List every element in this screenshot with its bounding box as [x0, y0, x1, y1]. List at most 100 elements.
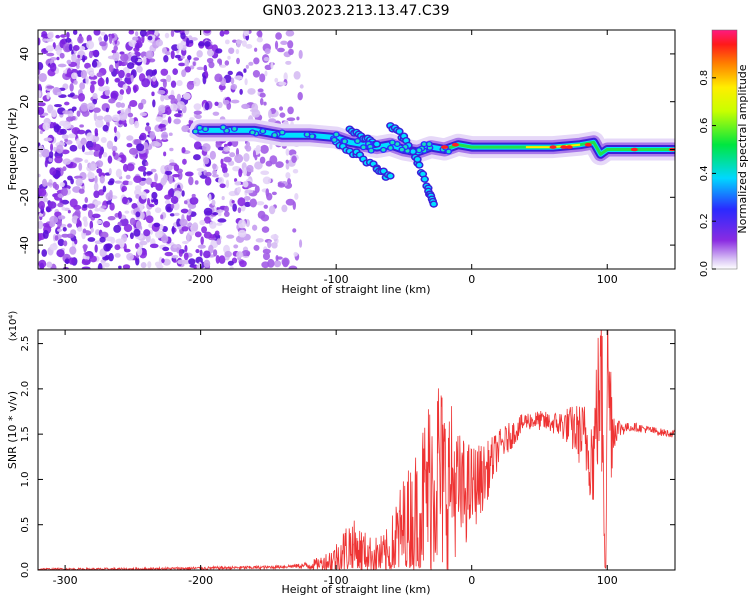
noise-blob	[99, 236, 106, 243]
noise-blob	[285, 172, 291, 179]
noise-blob	[89, 220, 94, 230]
noise-blob	[86, 67, 95, 75]
noise-blob	[145, 215, 154, 224]
noise-blob	[86, 132, 94, 142]
noise-blob	[74, 209, 81, 218]
noise-blob	[259, 97, 264, 106]
noise-blob	[105, 107, 109, 113]
noise-blob	[243, 196, 251, 201]
noise-blob	[163, 151, 167, 157]
noise-blob	[99, 175, 105, 184]
noise-blob	[134, 120, 140, 129]
noise-blob	[152, 99, 156, 108]
snr-x-label: Height of straight line (km)	[281, 583, 430, 596]
noise-blob	[232, 165, 241, 172]
noise-blob	[215, 141, 222, 149]
noise-blob	[186, 213, 192, 222]
noise-blob	[188, 39, 194, 44]
noise-blob	[108, 168, 112, 175]
noise-blob	[142, 55, 147, 65]
noise-blob	[88, 147, 94, 151]
peak-mark	[584, 142, 592, 147]
noise-blob	[94, 175, 98, 185]
noise-blob	[285, 198, 295, 206]
noise-blob	[181, 190, 185, 197]
track-blob-core	[381, 148, 386, 152]
noise-blob	[181, 226, 189, 232]
noise-blob	[100, 31, 106, 36]
noise-blob	[135, 194, 140, 199]
noise-blob	[243, 68, 247, 73]
noise-blob	[39, 130, 43, 135]
noise-blob	[38, 124, 44, 130]
noise-blob	[117, 210, 122, 220]
noise-blob	[84, 197, 89, 203]
noise-blob	[54, 103, 62, 108]
spectrogram-x-axis: -300 -200 -100 0 100	[53, 30, 618, 286]
noise-blob	[209, 221, 217, 229]
noise-blob	[38, 102, 46, 107]
track-blob-core	[361, 145, 366, 150]
track-blob-core	[427, 142, 432, 146]
noise-blob	[107, 155, 113, 164]
noise-blob	[82, 204, 88, 209]
noise-blob	[61, 149, 70, 155]
colorbar: 0.0 0.2 0.4 0.6 0.8 Normalized spectral ampl…	[699, 29, 749, 277]
noise-blob	[275, 32, 282, 40]
noise-blob	[93, 190, 100, 199]
noise-blob	[69, 144, 78, 152]
noise-blob	[97, 79, 105, 87]
noise-blob	[114, 253, 121, 258]
noise-blob	[294, 193, 299, 200]
spectrogram-noise	[38, 30, 304, 269]
noise-blob	[72, 44, 80, 51]
noise-blob	[154, 199, 159, 206]
noise-blob	[226, 234, 235, 239]
noise-blob	[227, 70, 233, 76]
noise-blob	[219, 30, 225, 37]
noise-blob	[220, 158, 224, 165]
noise-blob	[115, 101, 122, 108]
colorbar-tick-label: 0.6	[699, 118, 710, 134]
noise-blob	[94, 244, 98, 253]
noise-blob	[77, 35, 84, 44]
noise-blob	[140, 262, 147, 269]
noise-blob	[76, 110, 81, 117]
noise-blob	[279, 106, 284, 111]
branch-blob-core	[414, 157, 421, 162]
noise-blob	[56, 218, 62, 228]
noise-blob	[198, 261, 202, 268]
noise-blob	[55, 34, 61, 39]
noise-blob	[125, 174, 131, 180]
noise-blob	[38, 200, 45, 210]
noise-blob	[91, 213, 101, 219]
noise-blob	[74, 157, 83, 163]
noise-blob	[81, 259, 91, 266]
snr-y-label: SNR (10 * v/v)	[6, 391, 19, 469]
noise-blob	[93, 182, 99, 191]
noise-blob	[145, 50, 154, 59]
colorbar-frame	[711, 29, 738, 270]
noise-blob	[297, 91, 303, 101]
noise-blob	[103, 243, 112, 252]
noise-blob	[118, 111, 128, 121]
noise-blob	[41, 249, 48, 257]
noise-blob	[170, 80, 177, 88]
noise-blob	[96, 168, 103, 174]
noise-blob	[237, 197, 246, 207]
noise-blob	[99, 41, 107, 47]
noise-blob	[195, 256, 203, 264]
noise-blob	[62, 226, 67, 232]
noise-blob	[161, 234, 169, 244]
noise-blob	[168, 132, 173, 136]
noise-blob	[263, 56, 270, 62]
noise-blob	[171, 254, 179, 259]
noise-blob	[38, 187, 47, 197]
track-blob-core	[446, 149, 451, 154]
noise-blob	[121, 185, 128, 192]
noise-blob	[103, 34, 109, 42]
noise-blob	[131, 203, 138, 210]
noise-blob	[77, 93, 86, 102]
noise-blob	[182, 158, 187, 165]
noise-blob	[268, 109, 272, 119]
